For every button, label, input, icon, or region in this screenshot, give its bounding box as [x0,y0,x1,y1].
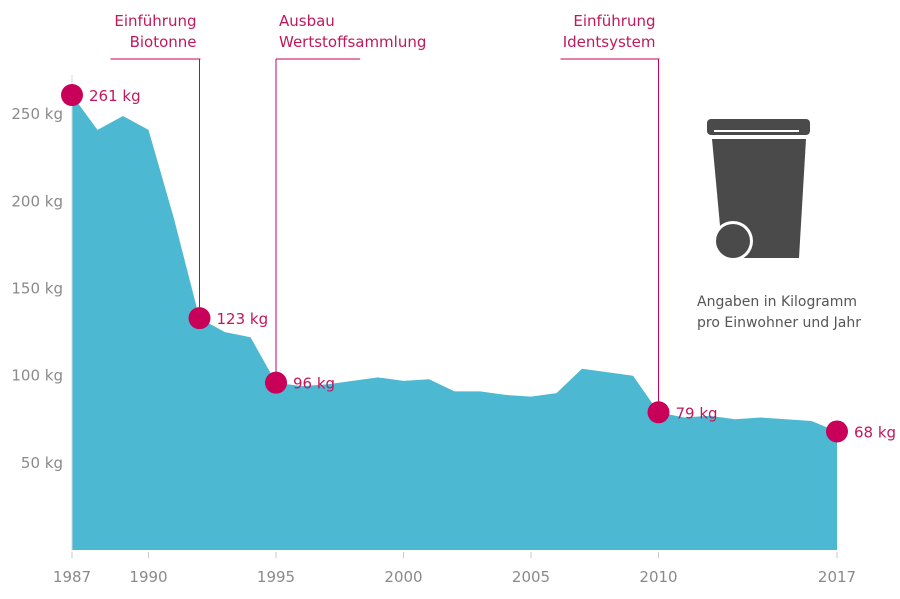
value-marker [61,84,83,107]
y-tick-label: 250 kg [11,105,63,123]
value-label: 68 kg [854,423,896,441]
x-tick-label: 2005 [512,568,550,586]
value-marker [647,401,670,424]
unit-note: Angaben in Kilogramm pro Einwohner und J… [697,294,861,331]
value-label: 123 kg [217,310,269,328]
unit-note-line-1: Angaben in Kilogramm [697,294,857,310]
waste-bin-icon [707,119,810,261]
event-layer: Einführung Biotonne Ausbau Wertstoffsammlun… [110,12,660,413]
y-tick-label: 150 kg [11,280,63,298]
value-label: 261 kg [89,87,141,105]
y-tick-label: 200 kg [11,192,63,210]
y-tick-label: 50 kg [21,454,63,472]
x-tick-label: 1995 [257,568,295,586]
x-tick-label: 1987 [53,568,91,586]
marker-layer: 261 kg 123 kg 96 kg 79 kg 68 kg [61,84,896,443]
x-tick-label: 2010 [639,568,677,586]
x-tick-label: 2000 [384,568,422,586]
event-label-line: Identsystem [563,33,656,51]
event-label-line: Wertstoffsammlung [279,33,426,51]
value-marker [265,371,287,394]
x-tick-label: 2017 [818,568,856,586]
x-tick-label: 1990 [129,568,167,586]
bin-wheel [716,224,750,258]
value-label: 79 kg [676,404,718,422]
value-label: 96 kg [293,375,335,393]
y-tick-label: 100 kg [11,367,63,385]
data-area [72,95,837,550]
event-label-line: Biotonne [130,33,197,51]
axis-layer: 50 kg 100 kg 150 kg 200 kg 250 kg 1987 1990 199… [11,75,856,586]
value-marker [188,307,211,330]
unit-note-line-2: pro Einwohner und Jahr [697,315,861,331]
event-label-line: Einführung [573,12,655,30]
bin-lid [707,119,810,135]
value-marker [826,420,848,443]
area-layer [72,95,837,550]
event-label-line: Einführung [114,12,196,30]
event-label-line: Ausbau [279,12,335,30]
